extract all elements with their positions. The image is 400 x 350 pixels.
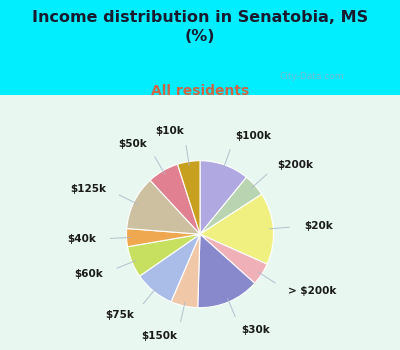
Text: $40k: $40k: [67, 234, 96, 244]
Text: Income distribution in Senatobia, MS
(%): Income distribution in Senatobia, MS (%): [32, 10, 368, 44]
Wedge shape: [150, 164, 200, 234]
Text: $125k: $125k: [70, 184, 106, 194]
Text: $60k: $60k: [75, 269, 104, 279]
Wedge shape: [126, 229, 200, 247]
Text: $100k: $100k: [235, 131, 271, 141]
Wedge shape: [200, 161, 246, 234]
Text: All residents: All residents: [151, 84, 249, 98]
Wedge shape: [200, 234, 267, 283]
Text: > $200k: > $200k: [288, 286, 336, 296]
Text: $75k: $75k: [105, 310, 134, 320]
Wedge shape: [171, 234, 200, 308]
Text: City-Data.com: City-Data.com: [279, 72, 344, 81]
Wedge shape: [200, 177, 262, 234]
Wedge shape: [178, 161, 200, 234]
Wedge shape: [198, 234, 255, 308]
Wedge shape: [140, 234, 200, 302]
Text: $30k: $30k: [241, 325, 270, 335]
Text: $50k: $50k: [118, 139, 147, 149]
Text: $20k: $20k: [304, 221, 333, 231]
Wedge shape: [127, 180, 200, 234]
Wedge shape: [128, 234, 200, 276]
Wedge shape: [200, 194, 274, 264]
Text: $150k: $150k: [142, 331, 178, 341]
Text: $10k: $10k: [155, 126, 184, 136]
Text: $200k: $200k: [278, 160, 314, 169]
